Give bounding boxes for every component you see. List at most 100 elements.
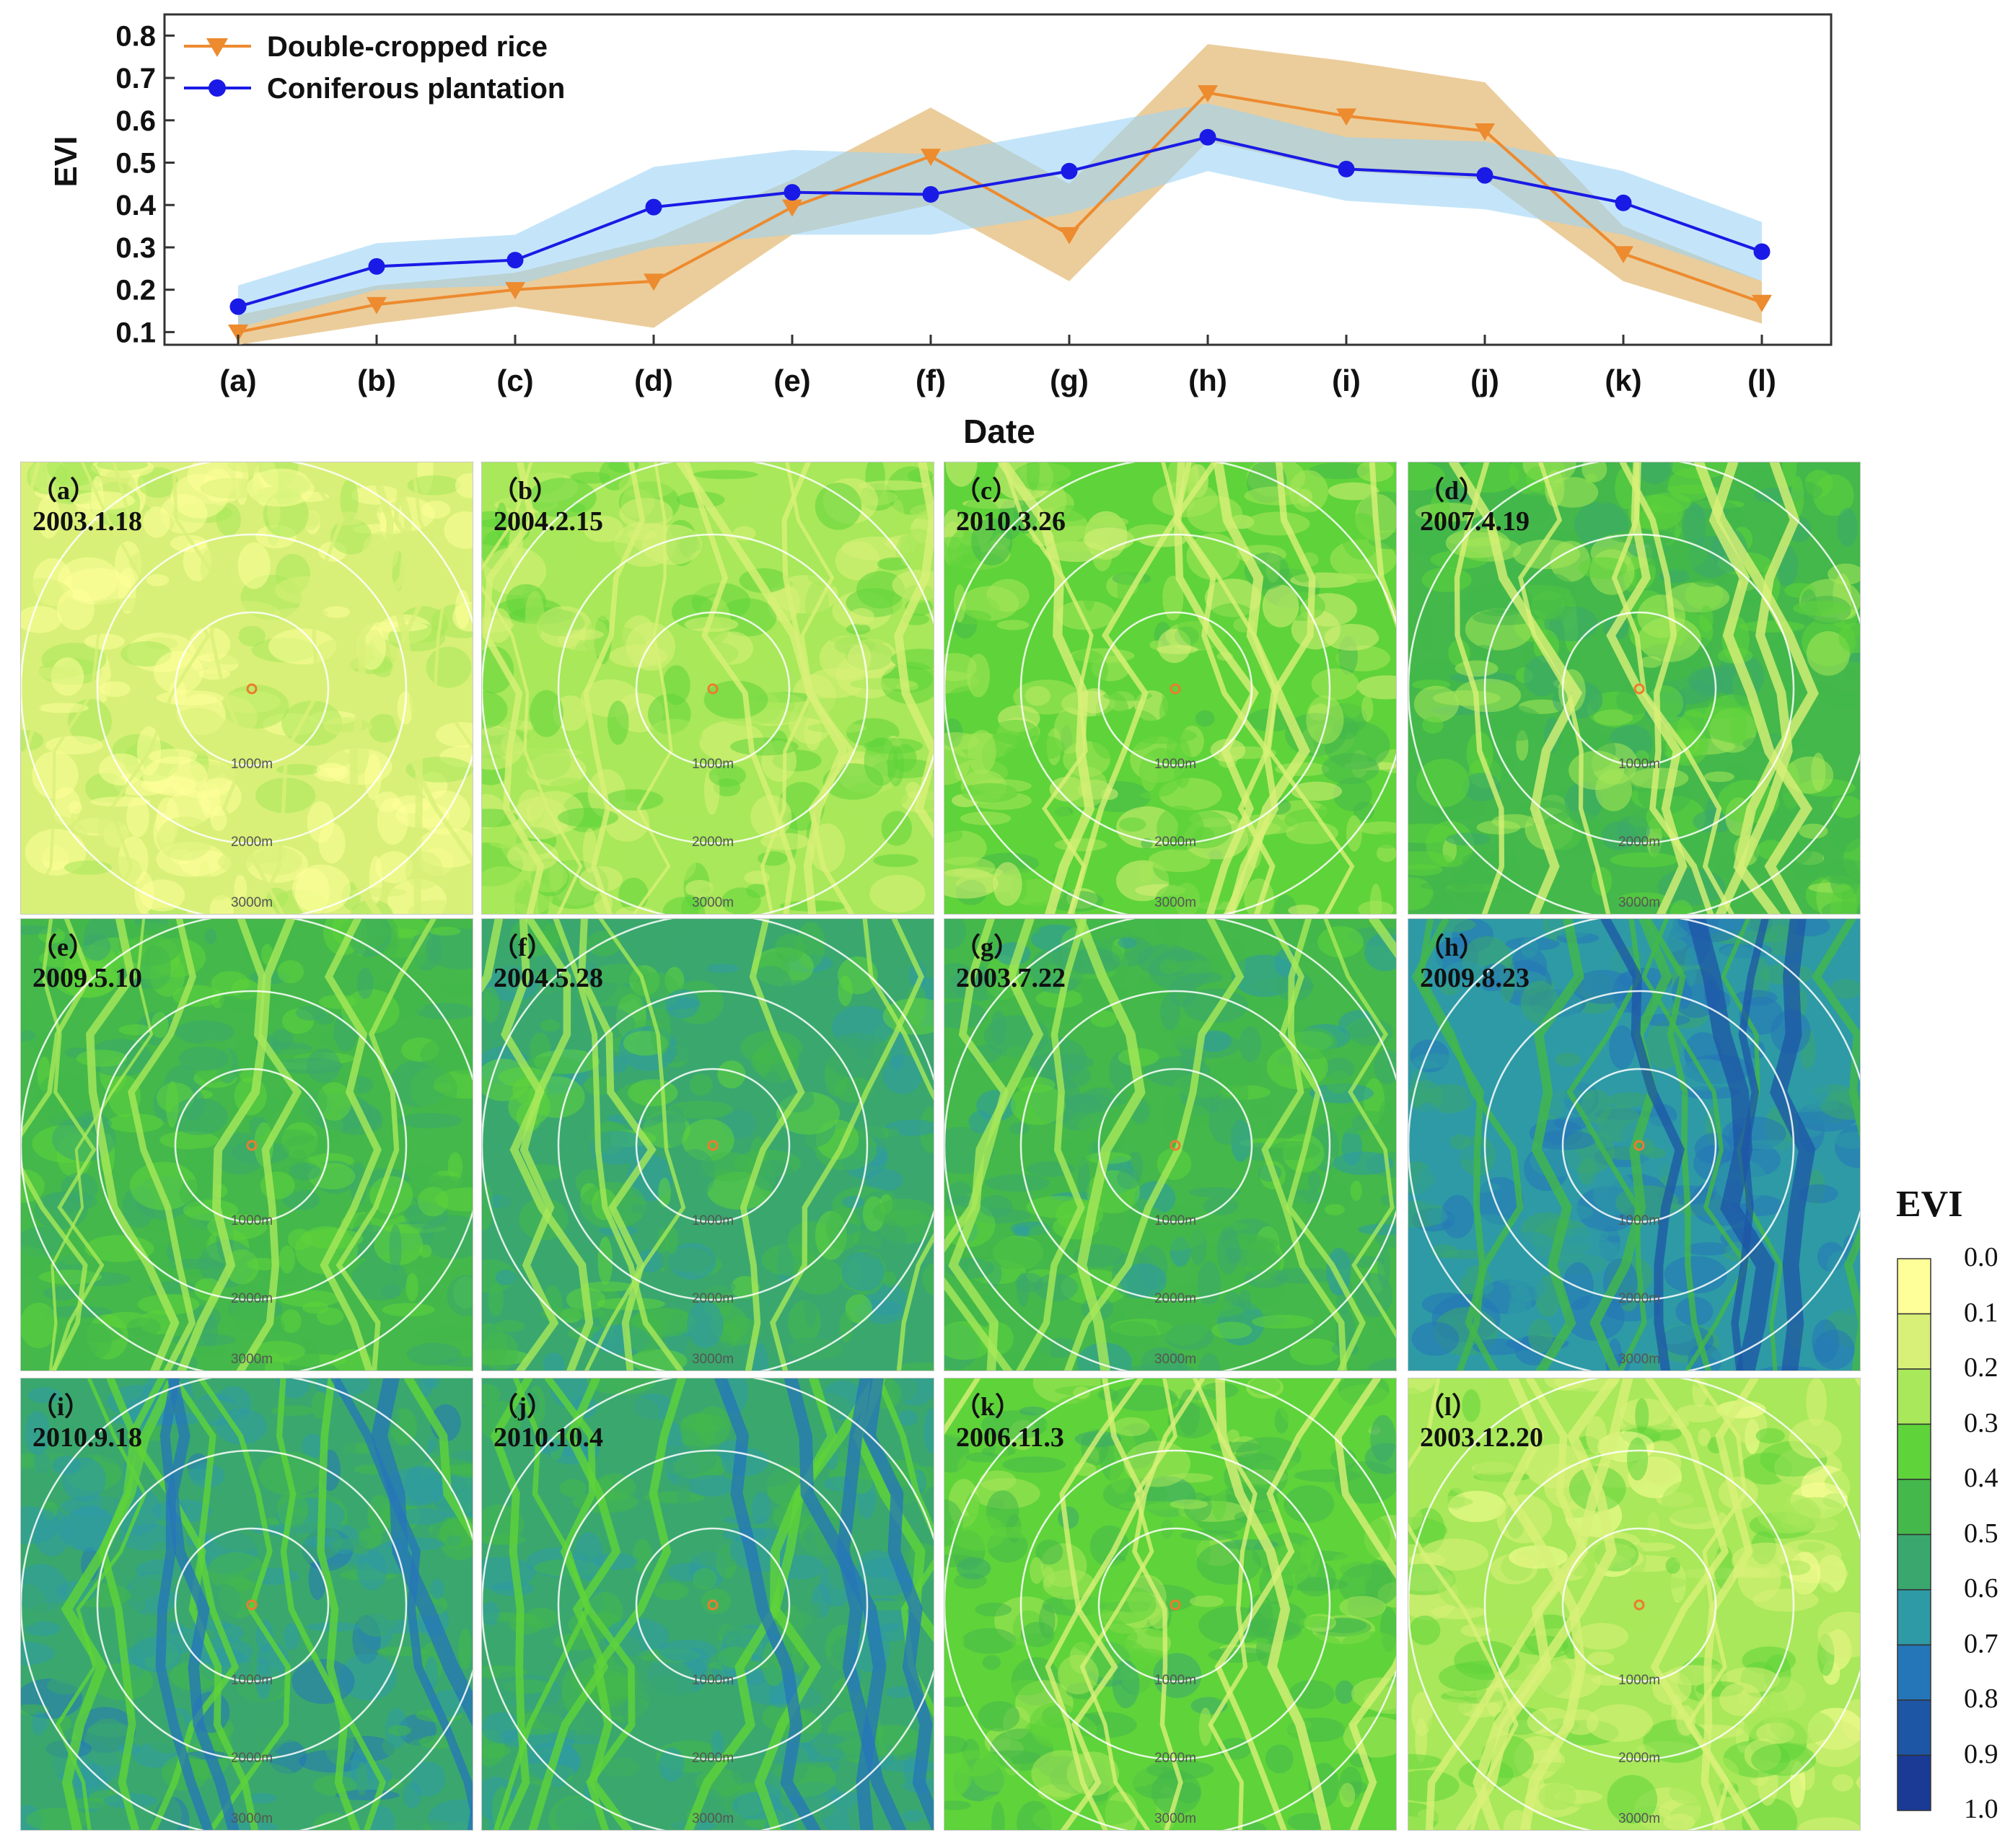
evi-map-raster [21, 1378, 473, 1830]
site-marker [707, 683, 719, 695]
map-panel-label: （f） [492, 933, 553, 962]
conifer-series-line [237, 136, 1763, 309]
buffer-ring [635, 1068, 791, 1223]
rice-point [1475, 123, 1495, 141]
site-marker [707, 1140, 719, 1151]
rice-series-line [237, 91, 1763, 334]
ring-distance-label: 2000m [1154, 835, 1197, 850]
legend-marker [206, 38, 228, 57]
y-tick-label: 0.6 [115, 105, 156, 137]
map-date: 2004.5.28 [493, 963, 603, 993]
x-tick-label: (d) [634, 364, 673, 397]
colorbar-swatch [1897, 1754, 1931, 1811]
ring-distance-label: 3000m [230, 1352, 273, 1367]
evi-map-tile: （j） 2010.10.4 1000m 2000m 3000m [481, 1378, 934, 1831]
ring-distance-label: 1000m [1154, 1673, 1197, 1688]
ring-distance-label: 3000m [691, 1811, 734, 1826]
site-marker [1170, 1140, 1181, 1151]
colorbar-tick-label: 1.0 [1964, 1794, 1999, 1824]
x-tick-label: (j) [1470, 364, 1499, 397]
x-tick-label: (f) [916, 364, 946, 397]
buffer-ring [1561, 611, 1717, 767]
y-tick-label: 0.5 [115, 148, 156, 180]
colorbar-tick-label: 0.7 [1964, 1628, 1999, 1659]
ring-distance-label: 3000m [1154, 895, 1197, 910]
rice-point [921, 149, 941, 167]
buffer-ring [174, 1527, 330, 1683]
y-tick-label: 0.8 [115, 20, 156, 52]
colorbar-tick-label: 0.6 [1964, 1573, 1999, 1603]
ring-distance-label: 3000m [1618, 1352, 1661, 1367]
conifer-point [922, 186, 939, 203]
evi-map-raster [482, 919, 934, 1370]
conifer-point [1338, 160, 1355, 177]
colorbar-swatch [1897, 1644, 1931, 1701]
buffer-ring [557, 533, 869, 845]
rice-point [1198, 85, 1218, 102]
map-panel-label: （e） [31, 933, 95, 962]
evi-map-raster [944, 1378, 1396, 1830]
map-panel-label: （d） [1418, 476, 1486, 505]
y-axis-title: EVI [48, 136, 84, 188]
colorbar-swatch [1897, 1479, 1931, 1536]
map-date: 2010.10.4 [493, 1422, 603, 1453]
colorbar-tick-label: 0.0 [1964, 1242, 1999, 1272]
colorbar-tick-label: 0.5 [1964, 1518, 1999, 1549]
ring-distance-label: 1000m [691, 1673, 734, 1688]
ring-distance-label: 3000m [1618, 895, 1661, 910]
evi-map-tile: （f） 2004.5.28 1000m 2000m 3000m [481, 918, 934, 1371]
evi-map-tile: （b） 2004.2.15 1000m 2000m 3000m [481, 462, 934, 915]
map-panel-label: （h） [1418, 933, 1486, 962]
buffer-ring [1483, 533, 1795, 845]
map-date: 2009.8.23 [1420, 963, 1530, 993]
conifer-point [645, 198, 662, 216]
map-date: 2010.3.26 [956, 506, 1066, 537]
legend-label: Double-cropped rice [267, 31, 548, 63]
x-tick-label: (l) [1747, 364, 1776, 397]
map-panel-label: （l） [1418, 1392, 1478, 1421]
x-axis-title: Date [963, 413, 1035, 447]
evi-map-raster [482, 1378, 934, 1830]
evi-map-raster [944, 462, 1396, 914]
ring-distance-label: 3000m [230, 1811, 273, 1826]
evi-map-tile: （k） 2006.11.3 1000m 2000m 3000m [944, 1378, 1397, 1831]
map-panel-label: （j） [492, 1392, 553, 1421]
ring-distance-label: 2000m [1618, 1291, 1661, 1306]
plot-area-frame [163, 13, 1833, 346]
legend-label: Coniferous plantation [267, 73, 565, 105]
ring-distance-label: 1000m [230, 757, 273, 772]
rice-point [228, 324, 248, 342]
map-panel-label: （g） [955, 933, 1020, 962]
evi-colorbar [1897, 1258, 1931, 1811]
site-marker [246, 1599, 258, 1611]
ring-distance-label: 2000m [230, 1291, 273, 1306]
ring-distance-label: 2000m [1618, 835, 1661, 850]
map-date: 2007.4.19 [1420, 506, 1530, 537]
buffer-ring [1097, 1527, 1253, 1683]
ring-distance-label: 1000m [1154, 1213, 1197, 1228]
evi-map-tile: （g） 2003.7.22 1000m 2000m 3000m [944, 918, 1397, 1371]
colorbar-swatch [1897, 1258, 1931, 1315]
buffer-ring [174, 611, 330, 767]
conifer-range-band [238, 103, 1762, 328]
colorbar-swatch [1897, 1534, 1931, 1590]
y-tick-label: 0.7 [115, 63, 156, 94]
x-tick-label: (i) [1332, 364, 1361, 397]
site-marker [1633, 1599, 1645, 1611]
map-panel-label: （b） [492, 476, 559, 505]
conifer-point [1199, 128, 1216, 146]
colorbar-swatch [1897, 1368, 1931, 1425]
colorbar-swatch [1897, 1313, 1931, 1370]
buffer-ring [557, 1449, 869, 1761]
conifer-point [368, 258, 385, 275]
buffer-ring [174, 1068, 330, 1223]
conifer-point [506, 252, 524, 269]
colorbar-swatch [1897, 1423, 1931, 1480]
buffer-ring [96, 990, 408, 1301]
map-date: 2003.1.18 [32, 506, 142, 537]
ring-distance-label: 2000m [691, 1751, 734, 1766]
ring-distance-label: 3000m [1154, 1811, 1197, 1826]
evi-map-tile: （l） 2003.12.20 1000m 2000m 3000m [1408, 1378, 1861, 1831]
ring-distance-label: 2000m [230, 1751, 273, 1766]
site-marker [246, 683, 258, 695]
